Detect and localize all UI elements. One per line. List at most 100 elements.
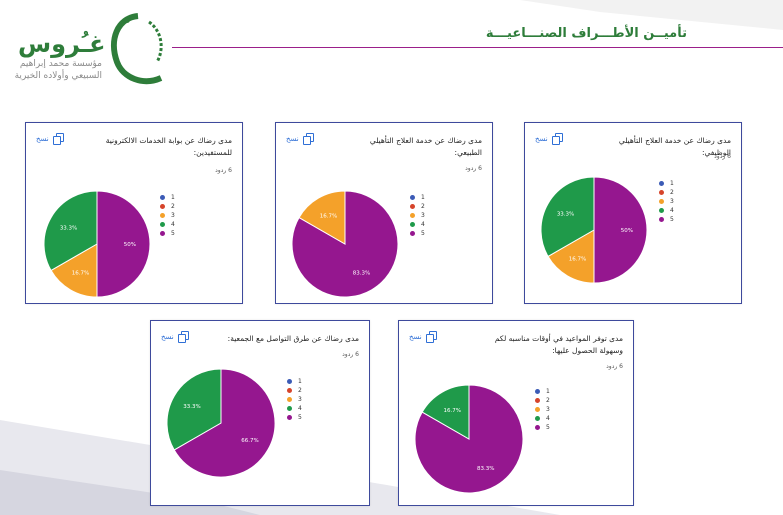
- legend-item-5: 5: [659, 215, 674, 224]
- copy-button[interactable]: نسخ: [161, 331, 189, 343]
- legend-swatch: [410, 204, 415, 209]
- legend-label: 4: [171, 221, 175, 228]
- legend-item-5: 5: [160, 229, 175, 238]
- chart-card-functional-rehab: نسخ مدى رضاك عن خدمة العلاج التأهيلي الو…: [524, 122, 742, 304]
- legend-item-1: 1: [659, 179, 674, 188]
- legend-swatch: [535, 416, 540, 421]
- copy-button[interactable]: نسخ: [36, 133, 64, 145]
- legend-label: 3: [546, 406, 550, 413]
- legend-label: 5: [298, 414, 302, 421]
- response-count: 6 ردود: [606, 363, 623, 370]
- legend-item-3: 3: [659, 197, 674, 206]
- legend-item-2: 2: [659, 188, 674, 197]
- legend-label: 4: [546, 415, 550, 422]
- legend-item-4: 4: [287, 404, 302, 413]
- legend-label: 2: [546, 397, 550, 404]
- legend-swatch: [659, 199, 664, 204]
- legend-swatch: [659, 190, 664, 195]
- pie-slice-3: [50, 243, 98, 298]
- chart-card-appointments: نسخ مدى توفر المواعيد في أوقات مناسبه لك…: [398, 320, 634, 506]
- question-title: مدى رضاك عن طرق التواصل مع الجمعية:: [227, 334, 359, 343]
- copy-icon: [52, 133, 64, 145]
- legend: 1 2 3 4 5: [287, 377, 302, 422]
- legend-label: 3: [171, 212, 175, 219]
- legend-label: 1: [546, 388, 550, 395]
- pie-slice-5: [593, 176, 648, 284]
- legend-label: 5: [171, 230, 175, 237]
- slice-label: 33.3%: [60, 226, 77, 232]
- legend-swatch: [659, 217, 664, 222]
- legend: 1 2 3 4 5: [659, 179, 674, 224]
- logo: غـُروس مؤسسة محمد إبراهيم السبيعي وأولاد…: [8, 12, 178, 92]
- legend-label: 2: [670, 189, 674, 196]
- slice-label: 33.3%: [557, 212, 574, 218]
- legend: 1 2 3 4 5: [535, 387, 550, 432]
- copy-button[interactable]: نسخ: [535, 133, 563, 145]
- legend-swatch: [535, 389, 540, 394]
- legend-label: 4: [670, 207, 674, 214]
- logo-emblem-icon: [111, 13, 163, 85]
- header-divider: [172, 47, 783, 48]
- chart-card-communication: نسخ مدى رضاك عن طرق التواصل مع الجمعية: …: [150, 320, 370, 506]
- legend-swatch: [287, 388, 292, 393]
- page-title: تأميــن الأطـــراف الصنـــاعيـــة: [485, 26, 687, 41]
- legend-item-4: 4: [535, 414, 550, 423]
- legend: 1 2 3 4 5: [410, 193, 425, 238]
- pie-slice-4: [421, 384, 470, 440]
- legend-label: 2: [171, 203, 175, 210]
- copy-label: نسخ: [161, 332, 174, 341]
- question-title: مدى رضاك عن بوابة الخدمات الالكترونية لل…: [105, 136, 232, 157]
- legend-item-3: 3: [160, 211, 175, 220]
- pie-chart: 66.7% 33.3%: [166, 368, 276, 478]
- legend-item-3: 3: [410, 211, 425, 220]
- legend-swatch: [160, 204, 165, 209]
- legend-swatch: [535, 398, 540, 403]
- legend-swatch: [287, 415, 292, 420]
- pie-chart: 50% 16.7% 33.3%: [43, 190, 151, 298]
- legend-item-5: 5: [410, 229, 425, 238]
- legend-swatch: [160, 222, 165, 227]
- legend-swatch: [535, 407, 540, 412]
- copy-icon: [302, 133, 314, 145]
- slice-label: 16.7%: [72, 270, 89, 276]
- legend-swatch: [659, 208, 664, 213]
- legend-label: 1: [171, 194, 175, 201]
- pie-slice-4: [166, 368, 222, 451]
- legend-item-2: 2: [535, 396, 550, 405]
- slice-label: 83.3%: [353, 270, 370, 276]
- pie-slice-4: [540, 176, 595, 258]
- response-count: 6 ردود: [465, 165, 482, 172]
- pie-slice-3: [547, 229, 595, 284]
- copy-label: نسخ: [286, 134, 299, 143]
- legend-label: 4: [298, 405, 302, 412]
- logo-subtitle-line1: مؤسسة محمد إبراهيم: [19, 59, 102, 69]
- legend-item-1: 1: [535, 387, 550, 396]
- legend: 1 2 3 4 5: [160, 193, 175, 238]
- legend-swatch: [410, 231, 415, 236]
- legend-label: 5: [670, 216, 674, 223]
- slice-label: 66.7%: [241, 438, 258, 444]
- slice-label: 50%: [621, 228, 633, 234]
- legend-swatch: [160, 195, 165, 200]
- chart-card-physical-rehab: نسخ مدى رضاك عن خدمة العلاج التأهيلي الط…: [275, 122, 493, 304]
- slice-label: 50%: [124, 242, 136, 248]
- legend-label: 2: [298, 387, 302, 394]
- pie-chart: 83.3% 16.7%: [291, 190, 399, 298]
- logo-subtitle-line2: السبيعي وأولاده الخيرية: [14, 71, 102, 81]
- question-title: مدى رضاك عن خدمة العلاج التأهيلي الوظيفي…: [618, 136, 731, 157]
- slice-label: 83.3%: [477, 466, 494, 472]
- legend-item-1: 1: [287, 377, 302, 386]
- copy-button[interactable]: نسخ: [286, 133, 314, 145]
- logo-wordmark: غـُروس: [18, 30, 106, 58]
- legend-label: 3: [298, 396, 302, 403]
- slice-label: 33.3%: [183, 404, 200, 410]
- copy-button[interactable]: نسخ: [409, 331, 437, 343]
- response-count: 6 ردود: [342, 351, 359, 358]
- copy-label: نسخ: [36, 134, 49, 143]
- pie-chart: 50% 16.7% 33.3%: [540, 176, 648, 284]
- legend-swatch: [535, 425, 540, 430]
- legend-label: 1: [421, 194, 425, 201]
- copy-icon: [177, 331, 189, 343]
- legend-item-1: 1: [410, 193, 425, 202]
- legend-swatch: [410, 213, 415, 218]
